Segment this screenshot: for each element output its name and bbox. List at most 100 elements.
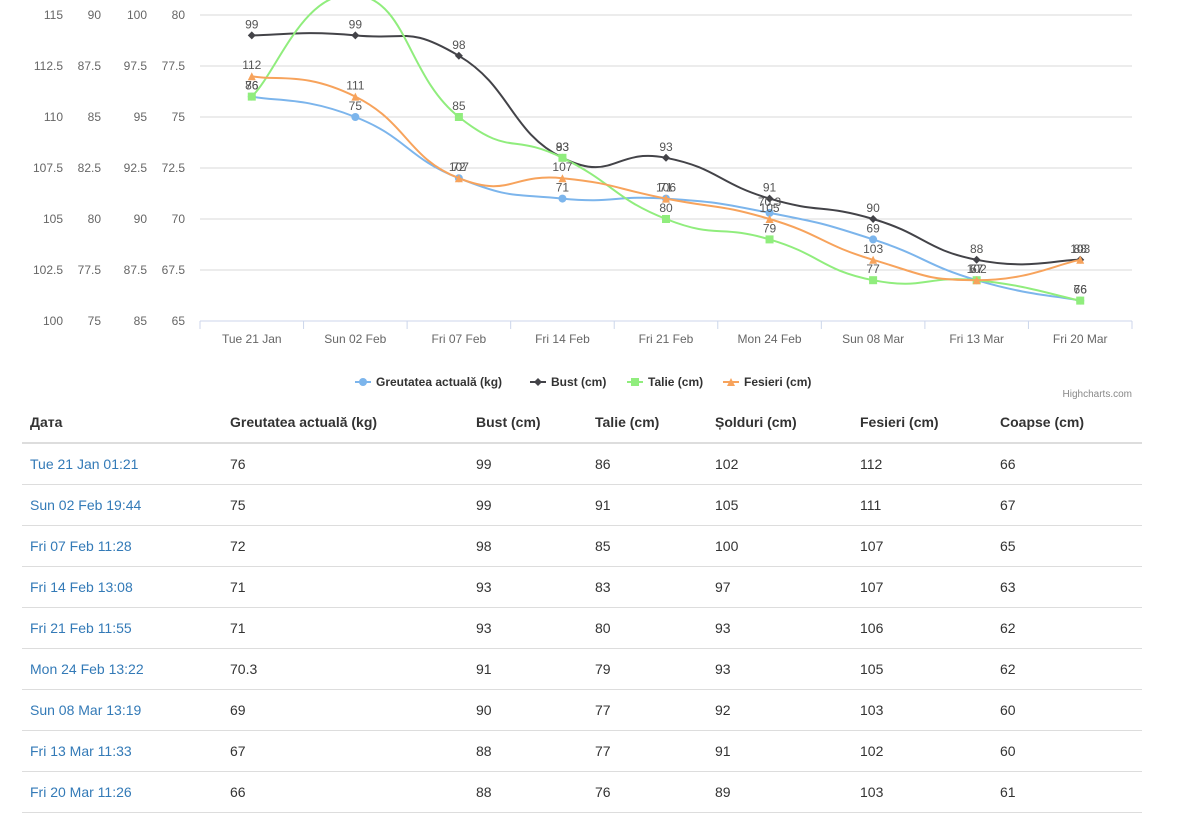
- series-2-point: [247, 92, 256, 101]
- cell-bust: 99: [468, 443, 587, 485]
- series-2-point: [765, 235, 774, 244]
- x-axis-tick-label: Mon 24 Feb: [738, 332, 802, 346]
- cell-weight: 71: [222, 607, 468, 649]
- y-axis-2-tick-label: 95: [134, 110, 148, 124]
- cell-date[interactable]: Fri 21 Feb 11:55: [22, 607, 222, 649]
- series-0-data-label: 71: [556, 181, 570, 195]
- cell-date[interactable]: Fri 07 Feb 11:28: [22, 525, 222, 567]
- series-2-data-label: 76: [1074, 283, 1088, 297]
- cell-glutes: 103: [852, 771, 992, 813]
- y-axis-3-tick-label: 75: [172, 110, 186, 124]
- y-axis-1-tick-label: 77.5: [78, 263, 102, 277]
- cell-date[interactable]: Sun 08 Mar 13:19: [22, 689, 222, 731]
- cell-date[interactable]: Mon 24 Feb 13:22: [22, 648, 222, 690]
- header-hips: Șolduri (cm): [707, 402, 852, 444]
- y-axis-2-tick-label: 87.5: [124, 263, 148, 277]
- series-1-data-label: 91: [763, 181, 777, 195]
- cell-date[interactable]: Tue 21 Jan 01:21: [22, 443, 222, 485]
- series-2-data-label: 85: [452, 99, 466, 113]
- series-0-data-label: 76: [245, 79, 259, 93]
- cell-weight: 71: [222, 566, 468, 608]
- y-axis-0-tick-label: 115: [44, 8, 63, 22]
- cell-date[interactable]: Sun 02 Feb 19:44: [22, 484, 222, 526]
- legend-marker-3: [727, 378, 735, 386]
- series-1-point: [972, 255, 981, 264]
- y-axis-3-tick-label: 72.5: [162, 161, 186, 175]
- legend-marker-0: [359, 378, 367, 386]
- series-0-data-label: 66: [1074, 283, 1088, 297]
- cell-waist: 85: [587, 525, 707, 567]
- series-2-data-label: 77: [970, 262, 984, 276]
- cell-hips: 93: [707, 607, 852, 649]
- series-2-point: [558, 153, 567, 162]
- cell-date[interactable]: Fri 20 Mar 11:26: [22, 771, 222, 813]
- cell-thighs: 65: [992, 525, 1142, 567]
- cell-hips: 105: [707, 484, 852, 526]
- series-1-point: [454, 51, 463, 60]
- chart-svg: 115 112.5 110 107.5 105 102.5 100 90 87.5 85 82.5 8…: [33, 0, 1133, 400]
- cell-hips: 93: [707, 648, 852, 690]
- table-row: Fri 13 Mar 11:33 67 88 77 91 102 60: [22, 730, 1142, 772]
- y-axis-3-tick-label: 80: [172, 8, 186, 22]
- series-3-point: [247, 72, 256, 81]
- y-axis-0-tick-label: 105: [43, 212, 63, 226]
- series-3-point: [1076, 255, 1085, 264]
- cell-weight: 72: [222, 525, 468, 567]
- cell-bust: 98: [468, 525, 587, 567]
- cell-date[interactable]: Fri 14 Feb 13:08: [22, 566, 222, 608]
- y-axis-2-tick-label: 90: [134, 212, 148, 226]
- table-header-row: Дата Greutatea actuală (kg) Bust (cm) Ta…: [22, 402, 1142, 444]
- series-2-data-label: 86: [245, 79, 259, 93]
- y-axis-2-tick-label: 92.5: [124, 161, 148, 175]
- series-3-data-label: 105: [760, 201, 780, 215]
- cell-weight: 76: [222, 443, 468, 485]
- header-weight: Greutatea actuală (kg): [222, 402, 468, 444]
- legend-item-label: Bust (cm): [551, 375, 606, 389]
- header-waist: Talie (cm): [587, 402, 707, 444]
- series-2-data-label: 80: [659, 201, 673, 215]
- y-axis-2-tick-label: 100: [127, 8, 147, 22]
- cell-date[interactable]: Fri 13 Mar 11:33: [22, 730, 222, 772]
- series-1-data-label: 93: [556, 140, 570, 154]
- cell-thighs: 61: [992, 771, 1142, 813]
- table-row: Sun 02 Feb 19:44 75 99 91 105 111 67: [22, 484, 1142, 526]
- series-0-data-label: 75: [349, 99, 363, 113]
- series-3-data-label: 107: [449, 160, 469, 174]
- series-1-point: [662, 153, 670, 162]
- cell-waist: 77: [587, 689, 707, 731]
- table-row: Fri 14 Feb 13:08 71 93 83 97 107 63: [22, 566, 1142, 608]
- series-2-data-label: 79: [763, 221, 777, 235]
- cell-waist: 77: [587, 730, 707, 772]
- series-3-data-label: 112: [242, 58, 261, 72]
- measurements-table-container: Дата Greutatea actuală (kg) Bust (cm) Ta…: [22, 402, 1142, 813]
- series-1-data-label: 98: [452, 38, 466, 52]
- cell-bust: 93: [468, 566, 587, 608]
- header-date: Дата: [22, 402, 222, 444]
- series-0-point: [558, 194, 567, 203]
- chart-credits: Highcharts.com: [1063, 389, 1132, 400]
- y-axis-1-tick-label: 90: [88, 8, 102, 22]
- header-bust: Bust (cm): [468, 402, 587, 444]
- y-axis-3-tick-label: 70: [172, 212, 186, 226]
- cell-waist: 79: [587, 648, 707, 690]
- x-axis-tick-label: Fri 20 Mar: [1053, 332, 1108, 346]
- series-2-point: [1076, 296, 1085, 305]
- y-axis-0-tick-label: 112.5: [34, 59, 63, 73]
- x-axis-tick-label: Fri 07 Feb: [432, 332, 487, 346]
- measurements-chart: 115 112.5 110 107.5 105 102.5 100 90 87.5 85 82.5 8…: [0, 0, 1200, 400]
- cell-bust: 91: [468, 648, 587, 690]
- y-axis-0-tick-label: 102.5: [33, 263, 63, 277]
- table-row: Mon 24 Feb 13:22 70.3 91 79 93 105 62: [22, 648, 1142, 690]
- series-1-point: [247, 31, 256, 40]
- cell-thighs: 62: [992, 607, 1142, 649]
- y-axis-0-tick-label: 107.5: [33, 161, 63, 175]
- table-row: Tue 21 Jan 01:21 76 99 86 102 112 66: [22, 443, 1142, 485]
- cell-weight: 66: [222, 771, 468, 813]
- series-1-point: [869, 215, 878, 223]
- series-3-data-label: 103: [1070, 242, 1090, 256]
- cell-hips: 102: [707, 443, 852, 485]
- cell-thighs: 66: [992, 443, 1142, 485]
- series-2-point: [662, 215, 670, 223]
- cell-bust: 88: [468, 771, 587, 813]
- series-1-data-label: 88: [970, 242, 984, 256]
